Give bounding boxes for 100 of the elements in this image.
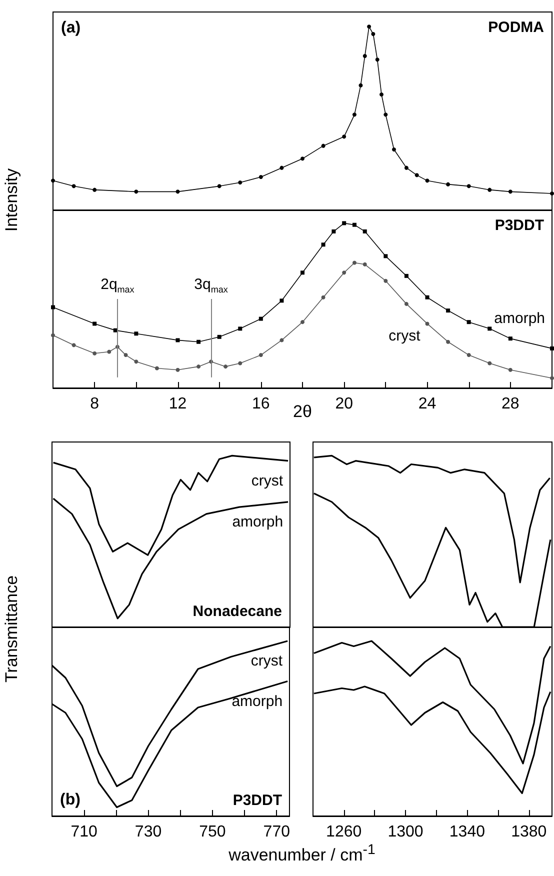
point	[280, 338, 284, 342]
point	[51, 333, 55, 338]
point	[92, 322, 97, 326]
point	[107, 350, 112, 354]
text: P3DDT	[232, 792, 282, 809]
point	[134, 190, 138, 194]
x-tick-label: 1380	[511, 824, 547, 840]
y-axis-title: Transmittance	[2, 575, 22, 683]
chart-title: P3DDT	[494, 217, 544, 234]
point	[352, 222, 356, 227]
point	[488, 326, 492, 331]
point	[508, 368, 512, 372]
point	[300, 320, 304, 324]
x-tick-label: 750	[199, 824, 226, 840]
point	[446, 340, 450, 344]
point	[196, 340, 201, 344]
point	[238, 361, 242, 366]
x-tick-label: 770	[263, 824, 290, 840]
x-tick-label: 12	[168, 396, 187, 412]
point	[258, 175, 263, 179]
series-label: cryst	[250, 652, 284, 670]
point	[488, 188, 492, 192]
point	[134, 332, 138, 336]
point	[466, 320, 471, 324]
x-tick-label: 8	[90, 396, 100, 412]
annotation: (a)	[61, 20, 81, 36]
point	[217, 184, 222, 188]
x-tick-label: 16	[252, 396, 270, 412]
series-label: amorph	[232, 513, 284, 530]
point	[51, 178, 55, 183]
point	[358, 83, 363, 88]
point	[367, 24, 372, 29]
point	[176, 368, 180, 372]
x-tick-label: 1300	[388, 824, 424, 840]
point	[238, 326, 242, 331]
series-label: cryst	[251, 472, 284, 490]
point	[404, 302, 408, 306]
point	[404, 166, 408, 170]
point	[488, 361, 492, 366]
point	[508, 336, 512, 341]
point	[224, 364, 228, 369]
x-tick-label: 730	[134, 824, 162, 840]
point	[371, 32, 376, 36]
point	[321, 242, 326, 247]
point	[384, 254, 388, 258]
point	[425, 295, 430, 300]
x-tick-label: 28	[502, 396, 520, 412]
point	[342, 134, 346, 139]
point	[362, 54, 367, 58]
point	[446, 182, 450, 186]
point	[176, 190, 180, 194]
point	[342, 221, 346, 226]
point	[51, 305, 55, 310]
point	[176, 338, 180, 342]
point	[134, 360, 138, 364]
x-tick-label: 1340	[449, 824, 486, 840]
series-label: amorph	[232, 692, 283, 710]
point	[258, 353, 263, 358]
point	[300, 156, 304, 161]
point	[375, 58, 380, 62]
point	[342, 270, 346, 275]
point	[384, 278, 388, 283]
point	[425, 322, 430, 326]
text: Nonadecane	[192, 603, 282, 620]
point	[425, 178, 430, 183]
x-tick-label: 1260	[326, 824, 362, 840]
point	[380, 92, 384, 96]
point	[300, 270, 304, 275]
point	[550, 376, 554, 380]
point	[362, 262, 367, 266]
point	[384, 112, 388, 117]
point	[196, 364, 201, 369]
x-axis-title: wavenumber / cm$^{-1}$	[228, 842, 376, 866]
point	[466, 184, 471, 188]
annotation: (b)	[60, 792, 80, 808]
point	[404, 274, 408, 278]
point	[92, 351, 97, 356]
point	[238, 180, 242, 184]
point	[466, 353, 471, 358]
point	[550, 346, 554, 350]
y-axis-title: Intensity	[2, 168, 22, 232]
x-axis-title: 2θ	[293, 402, 312, 422]
point	[72, 184, 76, 188]
point	[550, 192, 554, 196]
point	[352, 112, 356, 117]
x-tick-label: 20	[335, 396, 354, 412]
point	[321, 144, 326, 148]
series-label: amorph	[494, 310, 545, 327]
point	[124, 353, 128, 358]
point	[414, 173, 419, 178]
x-tick-label: 710	[70, 824, 98, 840]
point	[392, 148, 396, 152]
point	[332, 229, 336, 234]
point	[280, 298, 284, 303]
point	[154, 366, 159, 370]
x-tick-label: 24	[418, 396, 436, 412]
point	[321, 295, 326, 300]
point	[362, 229, 367, 234]
series-label: cryst	[388, 327, 422, 344]
point	[508, 190, 512, 194]
